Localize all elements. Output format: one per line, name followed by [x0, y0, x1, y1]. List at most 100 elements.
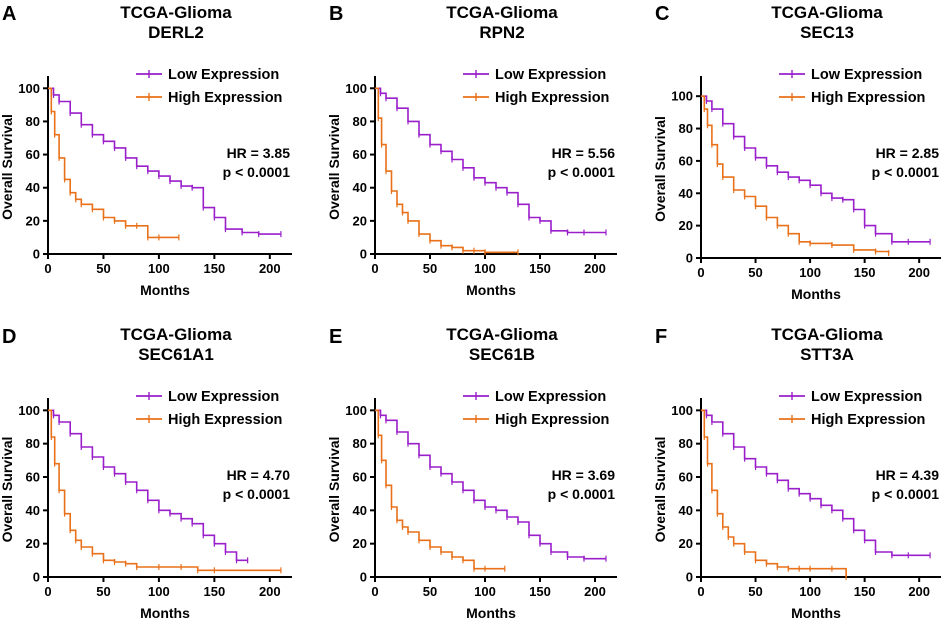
y-tick-label: 100	[671, 89, 693, 104]
y-tick-label: 0	[686, 251, 693, 266]
chart-subtitle: SEC13	[800, 23, 854, 42]
low-expression-curve	[48, 87, 281, 235]
legend-high-expression: High Expression	[811, 90, 925, 106]
y-tick-label: 60	[26, 147, 40, 162]
x-tick-label: 0	[697, 265, 704, 280]
legend-low-expression: Low Expression	[495, 67, 606, 83]
chart-subtitle: SEC61B	[469, 345, 535, 364]
chart-subtitle: DERL2	[148, 23, 204, 42]
chart-subtitle: SEC61A1	[138, 345, 214, 364]
legend-high-expression: High Expression	[495, 90, 609, 106]
y-tick-label: 100	[671, 403, 693, 418]
x-tick-label: 200	[908, 584, 930, 599]
x-tick-label: 200	[584, 261, 606, 276]
y-tick-label: 40	[353, 180, 367, 195]
x-tick-label: 50	[423, 261, 437, 276]
x-tick-label: 150	[854, 584, 876, 599]
x-tick-label: 150	[529, 584, 551, 599]
y-tick-label: 80	[679, 436, 693, 451]
x-axis-label: Months	[466, 605, 516, 621]
x-tick-label: 150	[204, 584, 226, 599]
legend-high-expression: High Expression	[495, 412, 609, 428]
y-tick-label: 40	[353, 503, 367, 518]
y-tick-label: 80	[353, 114, 367, 129]
legend-low-expression: Low Expression	[168, 67, 279, 83]
y-tick-label: 100	[345, 81, 367, 96]
x-tick-label: 100	[148, 261, 170, 276]
y-tick-label: 20	[26, 213, 40, 228]
y-tick-label: 60	[353, 470, 367, 485]
x-tick-label: 150	[204, 261, 226, 276]
low-expression-curve	[701, 95, 931, 243]
x-tick-label: 100	[799, 265, 821, 280]
x-axis-label: Months	[140, 605, 190, 621]
y-tick-label: 20	[353, 213, 367, 228]
hazard-ratio: HR = 3.69	[552, 467, 616, 483]
y-tick-label: 20	[26, 536, 40, 551]
x-tick-label: 150	[529, 261, 551, 276]
hazard-ratio: HR = 4.39	[876, 467, 940, 483]
x-tick-label: 150	[854, 265, 876, 280]
y-tick-label: 60	[353, 147, 367, 162]
y-tick-label: 100	[18, 81, 40, 96]
x-axis-label: Months	[791, 286, 841, 302]
legend-low-expression: Low Expression	[168, 389, 279, 405]
chart-subtitle: RPN2	[479, 23, 524, 42]
p-value: p < 0.0001	[223, 486, 291, 502]
chart-title: TCGA-Glioma	[446, 3, 558, 22]
y-tick-label: 80	[26, 114, 40, 129]
legend-high-expression: High Expression	[168, 90, 282, 106]
y-tick-label: 20	[353, 536, 367, 551]
p-value: p < 0.0001	[223, 164, 291, 180]
y-tick-label: 80	[26, 436, 40, 451]
x-tick-label: 200	[908, 265, 930, 280]
y-axis-label: Overall Survival	[652, 437, 668, 543]
x-tick-label: 100	[474, 261, 496, 276]
hazard-ratio: HR = 5.56	[552, 145, 616, 161]
p-value: p < 0.0001	[872, 164, 940, 180]
y-tick-label: 0	[360, 247, 367, 262]
x-tick-label: 50	[96, 261, 110, 276]
y-tick-label: 40	[26, 503, 40, 518]
low-expression-curve	[48, 409, 248, 562]
chart-title: TCGA-Glioma	[771, 3, 883, 22]
y-tick-label: 100	[18, 403, 40, 418]
x-tick-label: 0	[44, 584, 51, 599]
x-tick-label: 0	[371, 261, 378, 276]
chart-title: TCGA-Glioma	[446, 325, 558, 344]
chart-title: TCGA-Glioma	[771, 325, 883, 344]
y-tick-label: 20	[679, 536, 693, 551]
y-tick-label: 60	[679, 153, 693, 168]
y-tick-label: 0	[33, 247, 40, 262]
chart-subtitle: STT3A	[800, 345, 854, 364]
p-value: p < 0.0001	[872, 486, 940, 502]
legend-low-expression: Low Expression	[495, 389, 606, 405]
hazard-ratio: HR = 4.70	[227, 467, 291, 483]
x-tick-label: 50	[748, 584, 762, 599]
high-expression-curve	[48, 87, 179, 239]
y-axis-label: Overall Survival	[0, 437, 15, 543]
x-tick-label: 200	[259, 584, 281, 599]
x-tick-label: 50	[423, 584, 437, 599]
y-axis-label: Overall Survival	[326, 437, 342, 543]
low-expression-curve	[375, 409, 606, 560]
panel-letter: E	[329, 326, 342, 348]
y-tick-label: 0	[33, 570, 40, 585]
x-tick-label: 100	[799, 584, 821, 599]
x-tick-label: 0	[697, 584, 704, 599]
panel-letter: F	[655, 326, 667, 348]
legend-low-expression: Low Expression	[811, 389, 922, 405]
x-axis-label: Months	[466, 282, 516, 298]
y-tick-label: 80	[679, 121, 693, 136]
y-tick-label: 40	[679, 503, 693, 518]
x-tick-label: 50	[96, 584, 110, 599]
x-tick-label: 200	[584, 584, 606, 599]
y-tick-label: 0	[360, 570, 367, 585]
x-tick-label: 0	[371, 584, 378, 599]
x-axis-label: Months	[791, 605, 841, 621]
